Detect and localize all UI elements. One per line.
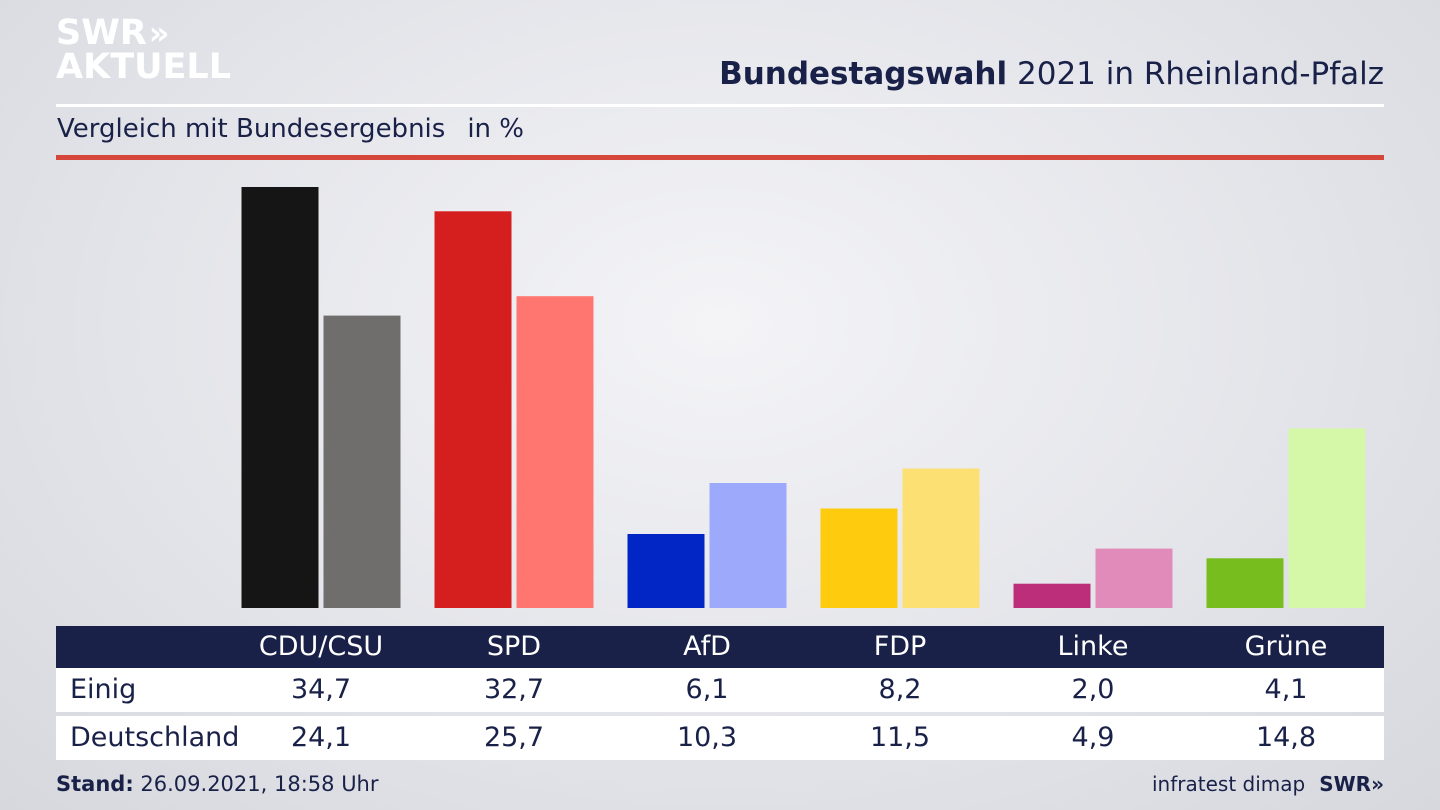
table-cell: 24,1 (290, 722, 352, 753)
bar-spd-einig (434, 211, 512, 609)
bar-fdp-deutschland (902, 468, 980, 608)
table-cell: 14,8 (1255, 722, 1317, 753)
bar-cducsu-deutschland (323, 315, 401, 608)
table-row-deutschland: Deutschland 24,1 25,7 10,3 11,5 4,9 14,8 (56, 716, 1384, 760)
row-label-einig: Einig (70, 674, 137, 705)
table-cell: 34,7 (290, 674, 352, 705)
accent-divider (56, 155, 1384, 160)
table-cell: 25,7 (483, 722, 545, 753)
title-rest: 2021 in Rheinland-Pfalz (1017, 56, 1384, 92)
results-table: CDU/CSU SPD AfD FDP Linke Grüne Einig 34,7 32,… (56, 626, 1384, 760)
logo-text-aktuell: AKTUELL (56, 47, 232, 87)
footer-swr-logo: SWR» (1319, 772, 1384, 796)
timestamp: Stand: 26.09.2021, 18:58 Uhr (56, 772, 379, 796)
swr-aktuell-logo: SWR» AKTUELL (56, 13, 232, 87)
bar-afd-deutschland (709, 483, 787, 608)
footer-arrows-icon: » (1371, 772, 1384, 796)
table-header-row: CDU/CSU SPD AfD FDP Linke Grüne (56, 626, 1384, 668)
page-title: Bundestagswahl 2021 in Rheinland-Pfalz (719, 56, 1384, 92)
logo-text-swr: SWR (56, 13, 147, 53)
bar-afd-einig (627, 534, 705, 608)
chart-subtitle: Vergleich mit Bundesergebnis in % (57, 114, 524, 144)
column-header: SPD (486, 631, 542, 662)
column-header: CDU/CSU (258, 631, 384, 662)
table-cell: 8,2 (878, 674, 922, 705)
table-cell: 10,3 (676, 722, 738, 753)
subtitle-text: Vergleich mit Bundesergebnis (57, 114, 446, 144)
table-row-einig: Einig 34,7 32,7 6,1 8,2 2,0 4,1 (56, 668, 1384, 712)
bar-grüne-deutschland (1288, 428, 1366, 608)
table-cell: 11,5 (869, 722, 931, 753)
table-cell: 32,7 (483, 674, 545, 705)
title-bold: Bundestagswahl (719, 56, 1008, 92)
table-cell: 6,1 (685, 674, 729, 705)
source-credit: infratest dimap SWR» (1152, 772, 1384, 796)
stand-label: Stand: (56, 772, 134, 796)
bar-linke-deutschland (1095, 548, 1173, 608)
footer-swr-text: SWR (1319, 772, 1372, 796)
bar-fdp-einig (820, 508, 898, 608)
table-cell: 2,0 (1071, 674, 1115, 705)
table-cell: 4,1 (1264, 674, 1308, 705)
column-header: Grüne (1244, 631, 1328, 662)
column-header: AfD (683, 631, 731, 662)
table-cell: 4,9 (1071, 722, 1115, 753)
bar-grüne-einig (1206, 558, 1284, 608)
header-divider (56, 104, 1384, 107)
bar-cducsu-einig (241, 187, 319, 608)
column-header: Linke (1057, 631, 1129, 662)
bar-chart (241, 187, 1366, 609)
stand-value: 26.09.2021, 18:58 Uhr (140, 772, 379, 796)
bar-linke-einig (1013, 583, 1091, 608)
subtitle-unit: in % (467, 114, 524, 144)
column-header: FDP (873, 631, 927, 662)
bar-spd-deutschland (516, 296, 594, 608)
row-label-deutschland: Deutschland (70, 722, 240, 753)
source-text: infratest dimap (1152, 772, 1306, 796)
